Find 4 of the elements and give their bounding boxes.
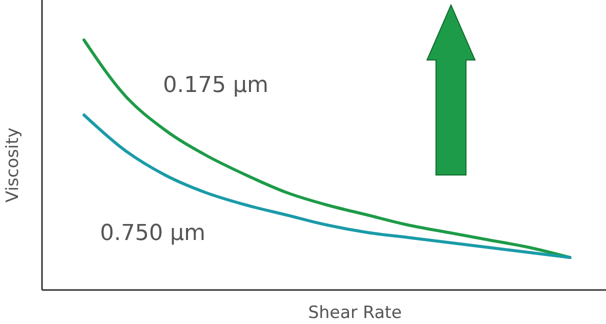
series-label: 0.175 μm <box>163 73 268 98</box>
y-axis-title: Viscosity <box>3 128 23 202</box>
x-axis-title: Shear Rate <box>308 303 402 323</box>
series-label: 0.750 μm <box>100 221 206 246</box>
